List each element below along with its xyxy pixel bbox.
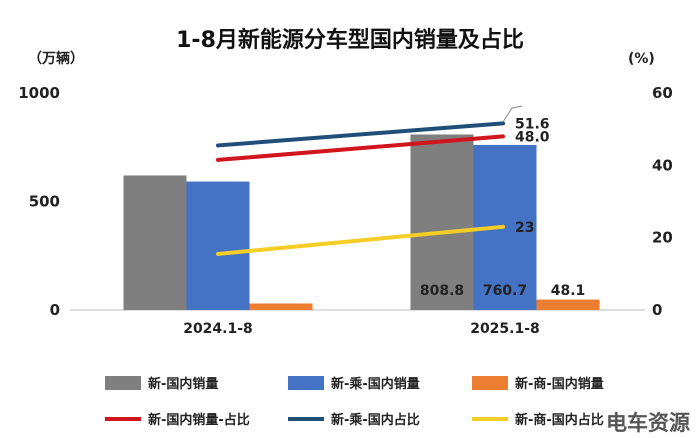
left-tick-label: 0 (50, 301, 60, 319)
legend-label: 新-商-国内占比 (515, 412, 604, 428)
bar-2-1 (536, 299, 600, 310)
bar-1-0 (186, 181, 250, 310)
category-label: 2025.1-8 (470, 321, 540, 337)
bar-marks (123, 134, 600, 310)
chart-title: 1-8月新能源分车型国内销量及占比 (176, 27, 524, 53)
bar-data-label: 48.1 (551, 283, 586, 299)
line-series-0 (216, 134, 505, 162)
legend-label: 新-国内销量-占比 (148, 412, 250, 428)
line-series-1 (216, 121, 505, 148)
legend-swatch (288, 376, 324, 390)
legend-swatch (472, 376, 508, 390)
right-tick-label: 60 (652, 84, 673, 102)
line-data-label: 51.6 (515, 116, 550, 132)
watermark-text: 电车资源 (606, 411, 690, 435)
data-labels: 808.8 760.7 48.1 48.051.6 23 (420, 116, 585, 299)
right-axis-unit: (%) (628, 51, 655, 67)
legend-label: 新-国内销量 (148, 376, 218, 392)
category-labels: 2024.1-8 2025.1-8 (183, 321, 540, 337)
right-tick-label: 0 (652, 301, 662, 319)
legend-swatch (105, 376, 141, 390)
left-tick-label: 1000 (18, 84, 60, 102)
bar-data-label: 760.7 (483, 283, 527, 299)
left-tick-label: 500 (29, 193, 60, 211)
category-label: 2024.1-8 (183, 321, 253, 337)
line-data-label: 23 (515, 220, 534, 236)
bar-2-0 (249, 303, 313, 310)
line-marks (216, 105, 523, 256)
bar-0-0 (123, 175, 187, 310)
bar-data-label: 808.8 (420, 283, 464, 299)
legend-label: 新-乘-国内占比 (331, 412, 420, 428)
line-data-label: 48.0 (515, 129, 550, 145)
axis-ticks: 0 500 1000 0 20 40 60 (18, 84, 673, 319)
line-series-2 (216, 224, 505, 256)
label-leader-line (502, 105, 523, 123)
right-tick-label: 20 (652, 229, 673, 247)
left-axis-unit: （万辆） (28, 50, 84, 67)
legend-label: 新-乘-国内销量 (331, 376, 420, 392)
legend-label: 新-商-国内销量 (515, 376, 604, 392)
right-tick-label: 40 (652, 156, 673, 174)
bar-0-1 (410, 134, 474, 310)
